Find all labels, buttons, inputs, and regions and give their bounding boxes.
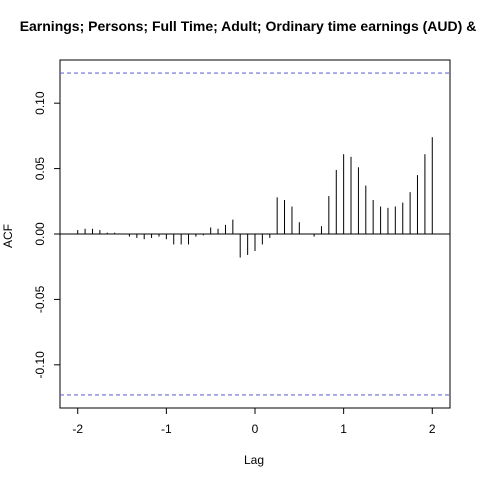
chart-title: Earnings; Persons; Full Time; Adult; Ord… bbox=[20, 18, 480, 34]
x-tick-label-3: 1 bbox=[340, 422, 347, 436]
x-tick-label-2: 0 bbox=[252, 422, 259, 436]
y-tick-label-4: 0.10 bbox=[33, 91, 47, 115]
x-axis-label: Lag bbox=[244, 453, 264, 467]
y-tick-label-1: -0.05 bbox=[33, 285, 47, 313]
x-tick-label-1: -1 bbox=[161, 422, 172, 436]
y-tick-label-3: 0.05 bbox=[33, 157, 47, 181]
y-tick-label-2: 0.00 bbox=[33, 222, 47, 246]
y-tick-label-0: -0.10 bbox=[33, 351, 47, 379]
y-axis-label: ACF bbox=[1, 224, 15, 248]
x-tick-label-4: 2 bbox=[429, 422, 436, 436]
x-tick-label-0: -2 bbox=[72, 422, 83, 436]
